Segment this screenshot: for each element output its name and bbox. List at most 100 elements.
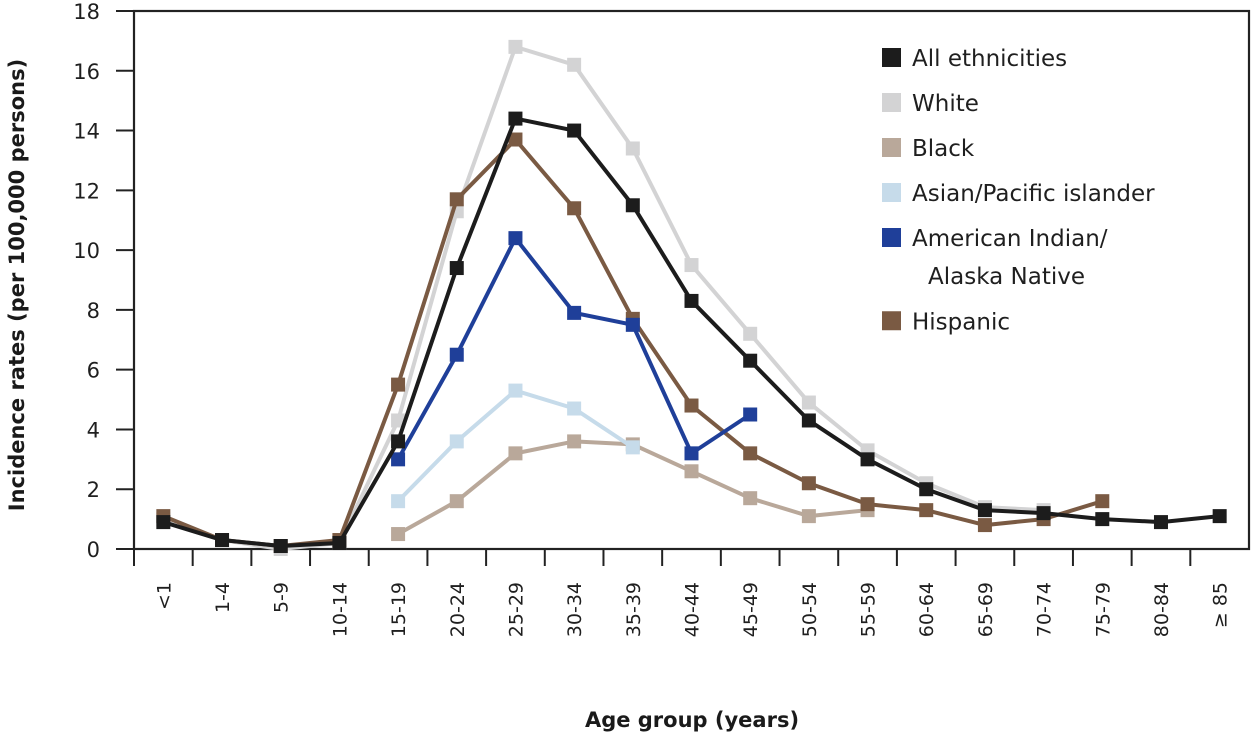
data-point (567, 434, 582, 449)
data-point (625, 440, 640, 455)
legend-item: Black (882, 136, 975, 162)
x-tick-label: 15-19 (388, 582, 410, 637)
legend-label: Black (912, 136, 975, 162)
legend: All ethnicities White Black Asian/Pacific i… (882, 46, 1155, 335)
data-point (567, 401, 582, 416)
y-tick-label: 4 (87, 418, 100, 442)
data-point (215, 533, 230, 548)
data-point (860, 497, 875, 512)
plot-frame (132, 9, 1251, 551)
data-point (801, 476, 816, 491)
data-point (1153, 515, 1168, 530)
data-point (508, 111, 523, 126)
x-tick-label: 65-69 (975, 582, 997, 637)
series-all-ethnicities (156, 111, 1227, 554)
series-group (156, 39, 1227, 556)
data-point (391, 452, 406, 467)
y-tick-label: 18 (73, 0, 100, 24)
x-axis-ticks: <1 1-4 5-9 10-14 15-19 20-24 25-29 30-34 35-39 40… (133, 549, 1232, 637)
data-point (801, 509, 816, 524)
data-point (743, 407, 758, 422)
y-tick-label: 0 (87, 538, 100, 562)
series-white (156, 39, 1051, 556)
data-point (508, 446, 523, 461)
data-point (684, 293, 699, 308)
data-point (449, 494, 464, 509)
legend-label: White (912, 91, 979, 117)
x-tick-label: 1-4 (212, 582, 234, 613)
data-point (391, 377, 406, 392)
data-point (625, 198, 640, 213)
legend-item: White (882, 91, 979, 117)
x-tick-label: 10-14 (329, 582, 351, 637)
data-point (684, 258, 699, 273)
y-tick-label: 12 (73, 179, 100, 203)
x-tick-label: 35-39 (623, 582, 645, 637)
series-american-indian-alaska-native (391, 231, 758, 467)
x-axis-title: Age group (years) (585, 708, 799, 732)
y-tick-label: 2 (87, 478, 100, 502)
x-tick-label: 80-84 (1151, 582, 1173, 637)
x-tick-label: 50-54 (799, 582, 821, 637)
data-point (391, 434, 406, 449)
x-tick-label: 55-59 (858, 582, 880, 637)
data-point (449, 261, 464, 276)
legend-swatch (882, 183, 901, 202)
data-point (743, 446, 758, 461)
legend-label: All ethnicities (912, 46, 1067, 72)
data-point (801, 413, 816, 428)
data-point (684, 398, 699, 413)
data-point (567, 201, 582, 216)
series-asian-pacific-islander (391, 383, 640, 509)
legend-swatch (882, 311, 901, 331)
legend-swatch (882, 138, 901, 157)
legend-item: All ethnicities (882, 46, 1067, 72)
legend-label: Alaska Native (928, 264, 1085, 290)
legend-label: Hispanic (912, 309, 1010, 335)
data-point (684, 446, 699, 461)
data-point (391, 527, 406, 542)
x-tick-label: 30-34 (564, 582, 586, 637)
data-point (625, 317, 640, 332)
legend-item: Hispanic (882, 309, 1010, 335)
y-tick-label: 8 (87, 299, 100, 323)
data-point (743, 491, 758, 506)
legend-swatch (882, 228, 901, 247)
data-point (449, 347, 464, 362)
x-tick-label: 5-9 (271, 582, 293, 613)
data-point (508, 39, 523, 54)
y-tick-label: 6 (87, 359, 100, 383)
x-tick-label: 20-24 (447, 582, 469, 637)
series-line (397, 439, 868, 536)
data-point (567, 305, 582, 320)
y-tick-label: 16 (73, 60, 100, 84)
data-point (977, 518, 992, 533)
data-point (332, 536, 347, 551)
y-tick-label: 10 (73, 239, 100, 263)
data-point (1095, 512, 1110, 527)
data-point (508, 383, 523, 398)
x-tick-label: ≥ 85 (1210, 582, 1232, 628)
data-point (449, 192, 464, 207)
data-point (625, 141, 640, 156)
data-point (919, 482, 934, 497)
x-tick-label: 70-74 (1034, 582, 1056, 637)
data-point (860, 452, 875, 467)
data-point (743, 353, 758, 368)
data-point (508, 231, 523, 246)
axes (132, 9, 1251, 551)
data-point (567, 57, 582, 72)
data-point (1212, 509, 1227, 524)
legend-swatch (882, 48, 901, 67)
data-point (801, 395, 816, 410)
legend-label: American Indian/ (912, 226, 1108, 252)
series-line (396, 388, 634, 503)
y-axis-title: Incidence rates (per 100,000 persons) (5, 59, 29, 511)
x-tick-label: 45-49 (740, 582, 762, 637)
x-tick-label: 25-29 (505, 582, 527, 637)
data-point (1095, 494, 1110, 509)
data-point (391, 413, 406, 428)
x-tick-label: <1 (153, 582, 175, 610)
data-point (567, 123, 582, 138)
